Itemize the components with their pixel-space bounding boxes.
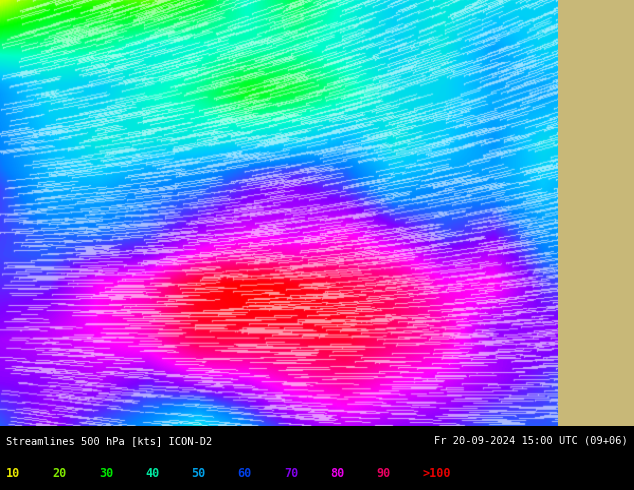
Text: 70: 70: [284, 467, 298, 480]
Text: Streamlines 500 hPa [kts] ICON-D2: Streamlines 500 hPa [kts] ICON-D2: [6, 436, 212, 446]
Text: 10: 10: [6, 467, 20, 480]
Text: 30: 30: [99, 467, 113, 480]
Text: 60: 60: [238, 467, 252, 480]
Text: 50: 50: [191, 467, 205, 480]
Text: >100: >100: [423, 467, 451, 480]
Text: 20: 20: [53, 467, 67, 480]
Text: 80: 80: [330, 467, 344, 480]
Text: 90: 90: [377, 467, 391, 480]
Text: Fr 20-09-2024 15:00 UTC (09+06): Fr 20-09-2024 15:00 UTC (09+06): [434, 436, 628, 446]
Text: 40: 40: [145, 467, 159, 480]
